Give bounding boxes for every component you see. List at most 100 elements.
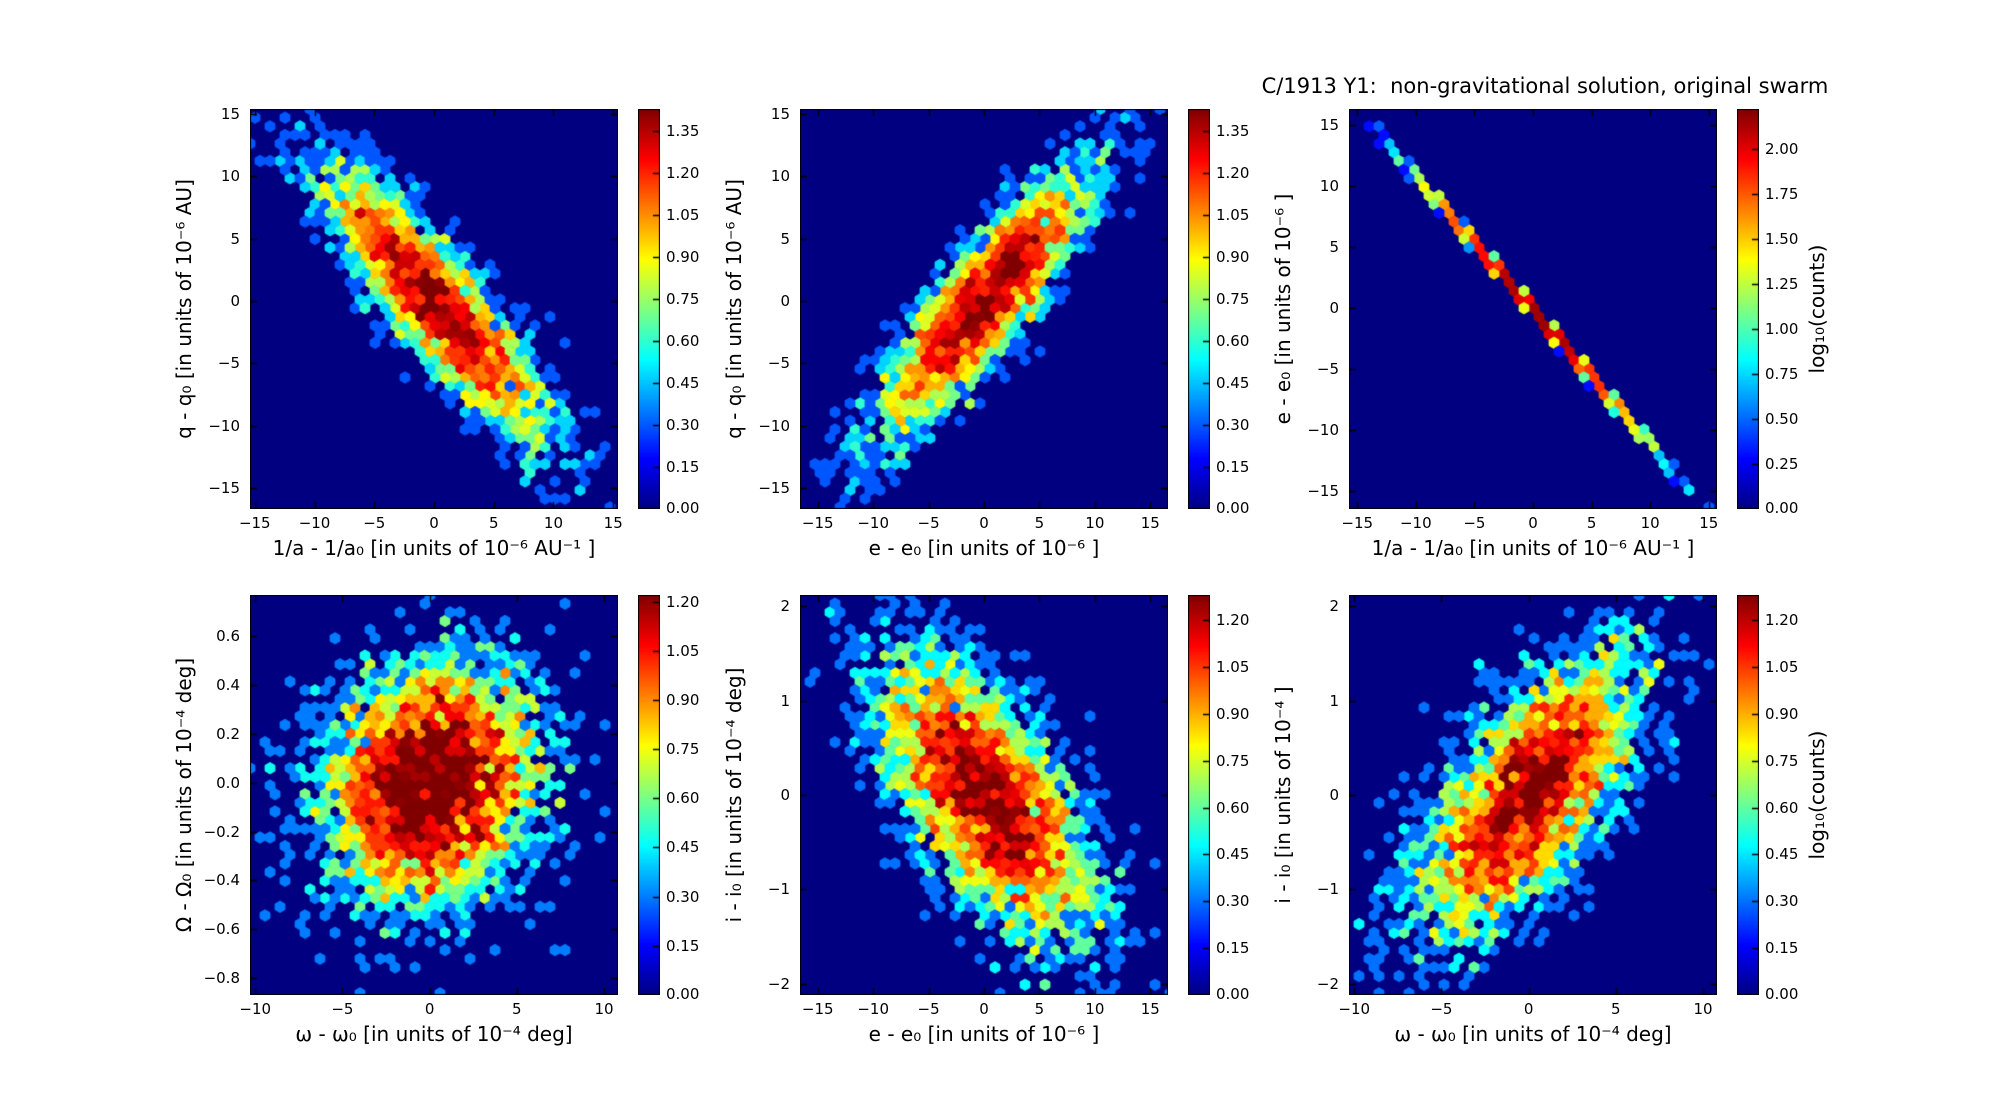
y-tick-label: 15	[220, 104, 240, 123]
colorbar-tick-label: 1.20	[666, 592, 700, 611]
colorbar-label: log₁₀(counts)	[1805, 730, 1829, 860]
x-tick-label: −5	[1430, 1000, 1453, 1018]
colorbar-tick-label: 0.60	[1765, 798, 1799, 817]
y-axis-label: Ω - Ω₀ [in units of 10⁻⁴ deg]	[172, 657, 196, 933]
y-tick-label: −2	[767, 974, 790, 993]
colorbar-label: log₁₀(counts)	[1805, 244, 1829, 374]
x-tick-label: 0	[1523, 1000, 1534, 1018]
x-axis-label: ω - ω₀ [in units of 10⁻⁴ deg]	[1394, 1022, 1672, 1046]
y-tick-label: 5	[230, 229, 240, 248]
colorbar	[638, 595, 660, 995]
x-tick-label: 0	[1528, 514, 1538, 532]
x-tick-label: −15	[801, 1000, 834, 1018]
x-tick-label: 15	[1140, 514, 1160, 532]
colorbar-tick-label: 1.05	[1765, 657, 1799, 676]
y-tick-label: 10	[1319, 176, 1339, 195]
colorbar-tick-label: 0.00	[1765, 985, 1799, 1003]
y-tick-label: 0.4	[216, 676, 240, 695]
x-tick-label: −15	[1341, 514, 1374, 532]
y-tick-label: −0.2	[203, 822, 240, 841]
hexbin-canvas	[250, 595, 618, 995]
y-tick-label: 0.2	[216, 725, 240, 744]
x-tick-label: −5	[331, 1000, 354, 1018]
hexbin-canvas	[1349, 109, 1717, 509]
colorbar-tick-label: 1.20	[1216, 611, 1250, 629]
colorbar-tick-label: 0.90	[666, 248, 700, 267]
y-tick-label: −10	[758, 416, 790, 435]
x-tick-label: −5	[917, 514, 940, 532]
x-tick-label: −10	[1399, 514, 1432, 532]
y-tick-label: 1	[1329, 691, 1339, 710]
x-tick-label: −5	[1463, 514, 1486, 532]
colorbar-tick-label: 1.35	[666, 122, 700, 141]
x-axis-label: e - e₀ [in units of 10⁻⁶ ]	[868, 1022, 1100, 1046]
colorbar-tick-label: 0.90	[1216, 248, 1250, 267]
colorbar-tick-label: 1.05	[666, 641, 700, 660]
colorbar-tick-label: 1.35	[1216, 122, 1250, 141]
x-axis-label: 1/a - 1/a₀ [in units of 10⁻⁶ AU⁻¹ ]	[1371, 536, 1695, 560]
x-tick-label: 10	[1085, 514, 1105, 532]
y-tick-label: −1	[767, 880, 790, 899]
colorbar-tick-label: 1.20	[666, 164, 700, 183]
colorbar-tick-label: 0.75	[1216, 290, 1250, 309]
colorbar-tick-label: 0.15	[1765, 939, 1799, 958]
x-tick-label: 0	[979, 1000, 989, 1018]
colorbar-tick-label: 0.30	[1216, 416, 1250, 435]
x-tick-label: −5	[917, 1000, 940, 1018]
x-axis-label: ω - ω₀ [in units of 10⁻⁴ deg]	[295, 1022, 573, 1046]
colorbar-tick-label: 0.00	[666, 985, 700, 1003]
x-tick-label: −15	[801, 514, 834, 532]
colorbar-tick-label: 0.15	[1216, 939, 1250, 958]
colorbar-tick-label: 2.00	[1765, 139, 1799, 158]
panel-omega-vs-Omega: Ω - Ω₀ [in units of 10⁻⁴ deg] ω - ω₀ [in…	[172, 593, 699, 1046]
x-tick-label: −10	[857, 514, 889, 532]
x-tick-label: −10	[239, 1000, 272, 1018]
panel-omega-vs-i: i - i₀ [in units of 10⁻⁴ ] ω - ω₀ [in un…	[1271, 595, 1829, 1046]
x-tick-label: 10	[1085, 1000, 1105, 1018]
colorbar-tick-label: 1.50	[1765, 229, 1799, 248]
colorbar	[638, 109, 660, 509]
y-tick-label: 5	[780, 229, 790, 248]
y-tick-label: −1	[1316, 880, 1339, 899]
y-tick-label: 5	[1329, 237, 1339, 256]
colorbar-tick-label: 1.05	[1216, 206, 1250, 225]
y-tick-label: −2	[1316, 974, 1339, 993]
x-tick-label: 10	[1640, 514, 1660, 532]
colorbar-tick-label: 0.75	[666, 290, 700, 309]
colorbar	[1737, 595, 1759, 995]
colorbar-tick-label: 0.30	[1765, 892, 1799, 911]
colorbar-tick-label: 0.75	[1216, 751, 1250, 770]
colorbar-tick-label: 0.30	[666, 887, 700, 906]
colorbar	[1188, 109, 1210, 509]
x-tick-label: −5	[363, 514, 386, 532]
x-tick-label: 0	[429, 514, 439, 532]
colorbar-tick-label: 0.25	[1765, 454, 1799, 473]
hexbin-canvas	[250, 109, 618, 509]
colorbar-tick-label: 0.45	[1216, 374, 1250, 393]
colorbar-tick-label: 0.75	[1765, 751, 1799, 770]
y-tick-label: 10	[220, 167, 240, 186]
y-tick-label: 2	[780, 597, 790, 616]
colorbar-tick-label: 0.15	[666, 458, 700, 477]
colorbar-tick-label: 0.50	[1765, 409, 1799, 428]
panel-e-vs-q: q - q₀ [in units of 10⁻⁶ AU] e - e₀ [in …	[722, 105, 1249, 560]
x-tick-label: 5	[1034, 1000, 1045, 1018]
colorbar-tick-label: 0.00	[666, 499, 700, 517]
x-axis-label: 1/a - 1/a₀ [in units of 10⁻⁶ AU⁻¹ ]	[272, 536, 596, 560]
x-tick-label: −15	[238, 514, 271, 532]
colorbar	[1188, 595, 1210, 995]
y-tick-label: 0	[1329, 786, 1339, 804]
colorbar-tick-label: 0.90	[1765, 704, 1799, 723]
y-tick-label: 0.6	[216, 627, 240, 646]
y-tick-label: −5	[767, 354, 790, 373]
y-tick-label: 0.0	[216, 773, 240, 792]
colorbar-tick-label: 0.90	[666, 690, 700, 709]
x-tick-label: 15	[1699, 514, 1719, 532]
colorbar-tick-label: 1.05	[1216, 657, 1250, 676]
y-tick-label: 10	[770, 167, 790, 186]
colorbar-tick-label: 0.60	[1216, 798, 1250, 817]
panel-1a-vs-e: e - e₀ [in units of 10⁻⁶ ] 1/a - 1/a₀ [i…	[1271, 109, 1829, 560]
y-tick-label: 0	[780, 786, 790, 804]
hexbin-canvas	[800, 109, 1168, 509]
colorbar-tick-label: 0.30	[1216, 892, 1250, 911]
